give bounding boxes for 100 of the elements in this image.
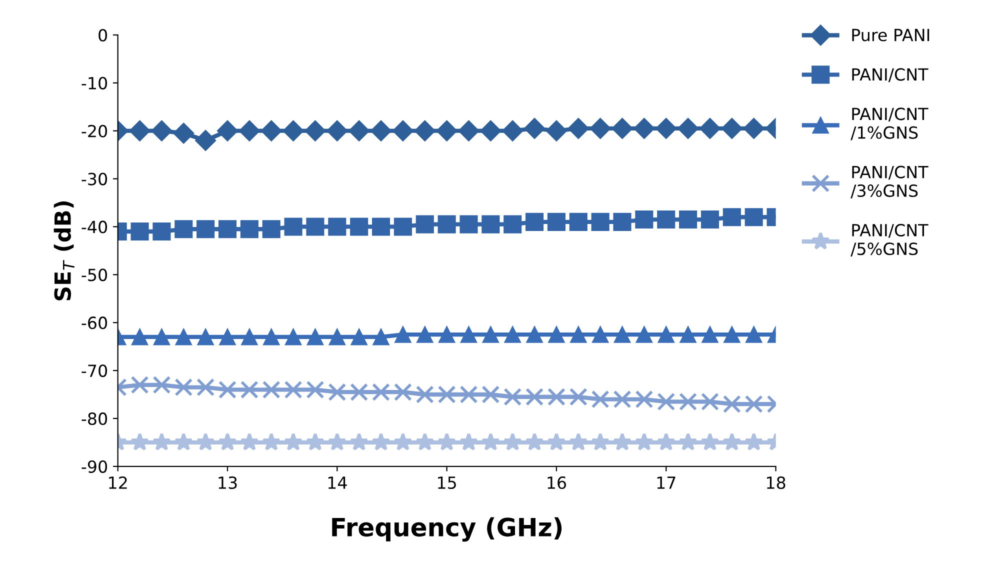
- point: [482, 215, 500, 234]
- point: [197, 328, 214, 346]
- y-tick-label: -20: [82, 124, 108, 138]
- point: [218, 380, 237, 399]
- point: [129, 120, 150, 142]
- point: [570, 326, 587, 343]
- point: [372, 328, 390, 346]
- point: [547, 212, 566, 231]
- point: [722, 432, 742, 451]
- point: [284, 328, 302, 346]
- point: [394, 218, 412, 236]
- point: [634, 118, 655, 139]
- point: [569, 212, 588, 231]
- x-tick-label: 13: [218, 476, 237, 490]
- point: [678, 432, 698, 451]
- point: [548, 326, 565, 343]
- point: [744, 395, 763, 414]
- point: [612, 118, 633, 139]
- point: [262, 380, 280, 399]
- point: [196, 220, 215, 238]
- point: [656, 432, 676, 451]
- point: [526, 326, 543, 343]
- point: [614, 326, 631, 343]
- point: [744, 432, 764, 451]
- point: [260, 120, 282, 142]
- point: [525, 432, 544, 451]
- point: [458, 120, 480, 142]
- point: [153, 328, 170, 346]
- x-tick-label: 18: [767, 476, 786, 490]
- y-tick-label: -70: [82, 364, 108, 378]
- point: [613, 390, 632, 408]
- point: [459, 432, 478, 451]
- point: [306, 380, 324, 399]
- point: [634, 432, 654, 451]
- point: [524, 118, 546, 139]
- point: [174, 378, 193, 396]
- point: [591, 390, 610, 408]
- point: [394, 432, 412, 451]
- point: [613, 212, 632, 231]
- point: [241, 328, 258, 346]
- x-tick-label: 14: [328, 476, 347, 489]
- point: [679, 210, 698, 229]
- point: [372, 383, 390, 402]
- legend-label: PANI/CNT /1%GNS: [850, 108, 928, 140]
- point: [658, 326, 674, 343]
- point: [350, 432, 368, 451]
- point: [437, 432, 456, 451]
- point: [569, 432, 588, 451]
- point: [504, 215, 522, 234]
- point: [151, 120, 172, 142]
- point: [392, 120, 414, 142]
- point: [130, 376, 149, 394]
- point: [282, 120, 304, 142]
- point: [238, 120, 260, 142]
- point: [173, 122, 194, 144]
- point: [460, 326, 478, 343]
- point: [438, 385, 456, 404]
- point: [130, 432, 150, 451]
- point: [612, 432, 632, 451]
- point: [656, 118, 677, 139]
- legend-label: PANI/CNT /3%GNS: [850, 166, 928, 198]
- point: [722, 395, 741, 414]
- point: [568, 118, 589, 139]
- point: [482, 326, 500, 343]
- point: [304, 120, 326, 142]
- point: [416, 326, 434, 343]
- point: [196, 378, 215, 396]
- point: [130, 222, 149, 241]
- point: [438, 215, 456, 234]
- point: [175, 328, 192, 346]
- point: [526, 212, 544, 231]
- point: [744, 208, 763, 226]
- point: [702, 326, 718, 343]
- point: [152, 222, 171, 241]
- point: [370, 120, 392, 142]
- point: [328, 383, 346, 402]
- point: [394, 383, 412, 402]
- point: [700, 392, 720, 411]
- y-tick-label: 0: [98, 28, 108, 42]
- y-tick-label: -60: [82, 316, 108, 330]
- point: [195, 130, 216, 151]
- point: [328, 218, 346, 236]
- y-tick-label: -40: [82, 220, 108, 234]
- point: [636, 326, 653, 343]
- point: [372, 218, 390, 236]
- point: [590, 118, 611, 139]
- point: [326, 120, 348, 142]
- point: [350, 328, 368, 346]
- point: [746, 326, 762, 343]
- point: [394, 326, 412, 343]
- point: [592, 326, 609, 343]
- point: [196, 432, 215, 451]
- point: [526, 388, 544, 406]
- point: [328, 432, 346, 451]
- x-axis-title: Frequency (GHz): [332, 517, 562, 542]
- point: [219, 328, 236, 346]
- point: [306, 432, 325, 451]
- point: [460, 215, 478, 234]
- point: [240, 220, 258, 238]
- y-tick-label: -90: [82, 460, 108, 473]
